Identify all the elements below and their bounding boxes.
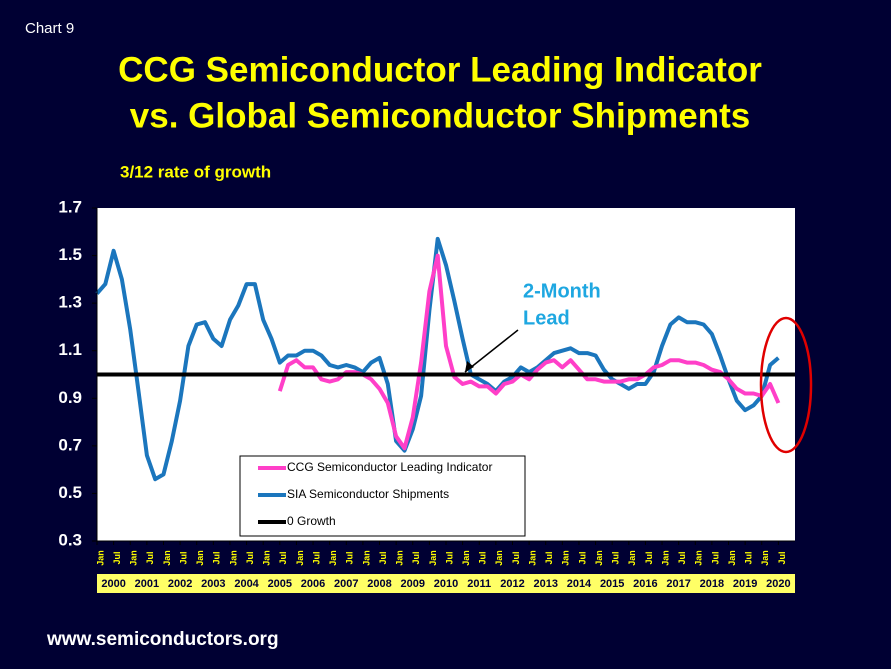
x-tick-label: Jul xyxy=(145,551,155,564)
annotation: Lead xyxy=(523,307,570,329)
x-tick-label: Jan xyxy=(594,550,604,566)
x-tick-label: Jan xyxy=(494,550,504,566)
x-tick-label: Jan xyxy=(195,550,205,566)
x-tick-label: Jan xyxy=(162,550,172,566)
year-label: 2015 xyxy=(600,578,624,590)
y-axis-label: 3/12 rate of growth xyxy=(120,162,271,181)
x-tick-label: Jul xyxy=(411,551,421,564)
x-tick-label: Jul xyxy=(345,551,355,564)
x-tick-label: Jan xyxy=(561,550,571,566)
x-tick-label: Jul xyxy=(611,551,621,564)
y-tick-label: 0.3 xyxy=(58,530,82,549)
x-tick-label: Jan xyxy=(328,550,338,566)
x-tick-label: Jul xyxy=(311,551,321,564)
year-label: 2003 xyxy=(201,578,225,590)
x-tick-label: Jul xyxy=(577,551,587,564)
x-tick-label: Jan xyxy=(760,550,770,566)
x-tick-label: Jul xyxy=(278,551,288,564)
highlight-ellipse xyxy=(759,316,813,454)
x-tick-label: Jan xyxy=(527,550,537,566)
y-tick-label: 0.9 xyxy=(58,388,82,407)
y-tick-label: 0.7 xyxy=(58,435,82,454)
x-tick-label: Jul xyxy=(378,551,388,564)
x-tick-label: Jul xyxy=(478,551,488,564)
year-label: 2017 xyxy=(666,578,690,590)
year-label: 2007 xyxy=(334,578,358,590)
year-label: 2011 xyxy=(467,578,491,590)
year-label: 2018 xyxy=(700,578,724,590)
x-tick-label: Jan xyxy=(694,550,704,566)
y-tick-label: 1.5 xyxy=(58,245,82,264)
y-tick-label: 0.5 xyxy=(58,483,82,502)
year-strip xyxy=(97,574,795,593)
x-tick-label: Jan xyxy=(228,550,238,566)
year-label: 2013 xyxy=(533,578,557,590)
x-tick-label: Jul xyxy=(245,551,255,564)
chart-title: CCG Semiconductor Leading Indicator xyxy=(118,50,762,89)
year-label: 2008 xyxy=(367,578,391,590)
annotation: 2-Month xyxy=(523,280,601,302)
year-label: 2006 xyxy=(301,578,325,590)
plot xyxy=(92,207,795,542)
x-tick-label: Jan xyxy=(461,550,471,566)
x-tick-label: Jan xyxy=(627,550,637,566)
x-tick-label: Jul xyxy=(777,551,787,564)
legend xyxy=(239,455,526,537)
year-label: 2016 xyxy=(633,578,657,590)
legend-label: CCG Semiconductor Leading Indicator xyxy=(287,460,492,474)
chart-label: Chart 9 xyxy=(25,20,74,37)
year-label: 2012 xyxy=(500,578,524,590)
x-tick-label: Jan xyxy=(727,550,737,566)
x-tick-label: Jul xyxy=(677,551,687,564)
y-tick-label: 1.3 xyxy=(58,293,82,312)
legend-label: SIA Semiconductor Shipments xyxy=(287,487,449,501)
x-tick-label: Jul xyxy=(544,551,554,564)
legend-label: 0 Growth xyxy=(287,514,336,528)
year-label: 2010 xyxy=(434,578,458,590)
year-label: 2009 xyxy=(401,578,425,590)
year-label: 2000 xyxy=(101,578,125,590)
source: www.semiconductors.org xyxy=(46,629,279,650)
y-tick-label: 1.1 xyxy=(58,340,82,359)
year-label: 2005 xyxy=(268,578,292,590)
x-tick-label: Jan xyxy=(295,550,305,566)
x-tick-label: Jan xyxy=(428,550,438,566)
x-tick-label: Jan xyxy=(129,550,139,566)
x-tick-label: Jul xyxy=(744,551,754,564)
arrow-head xyxy=(465,361,474,372)
year-label: 2002 xyxy=(168,578,192,590)
annotation-arrow xyxy=(464,329,519,373)
x-tick-label: Jul xyxy=(112,551,122,564)
year-label: 2001 xyxy=(135,578,159,590)
chart-title: vs. Global Semiconductor Shipments xyxy=(130,96,750,135)
x-tick-label: Jan xyxy=(262,550,272,566)
y-tick-label: 1.7 xyxy=(58,197,82,216)
year-label: 2004 xyxy=(234,578,259,590)
x-tick-label: Jan xyxy=(361,550,371,566)
x-tick-label: Jan xyxy=(660,550,670,566)
x-tick-label: Jan xyxy=(95,550,105,566)
series-line xyxy=(95,236,780,482)
year-label: 2014 xyxy=(567,578,592,590)
year-label: 2019 xyxy=(733,578,757,590)
x-tick-label: Jan xyxy=(395,550,405,566)
x-tick-label: Jul xyxy=(212,551,222,564)
x-tick-label: Jul xyxy=(444,551,454,564)
x-tick-label: Jul xyxy=(644,551,654,564)
year-label: 2020 xyxy=(766,578,790,590)
x-tick-label: Jul xyxy=(710,551,720,564)
x-tick-label: Jul xyxy=(511,551,521,564)
x-tick-label: Jul xyxy=(178,551,188,564)
